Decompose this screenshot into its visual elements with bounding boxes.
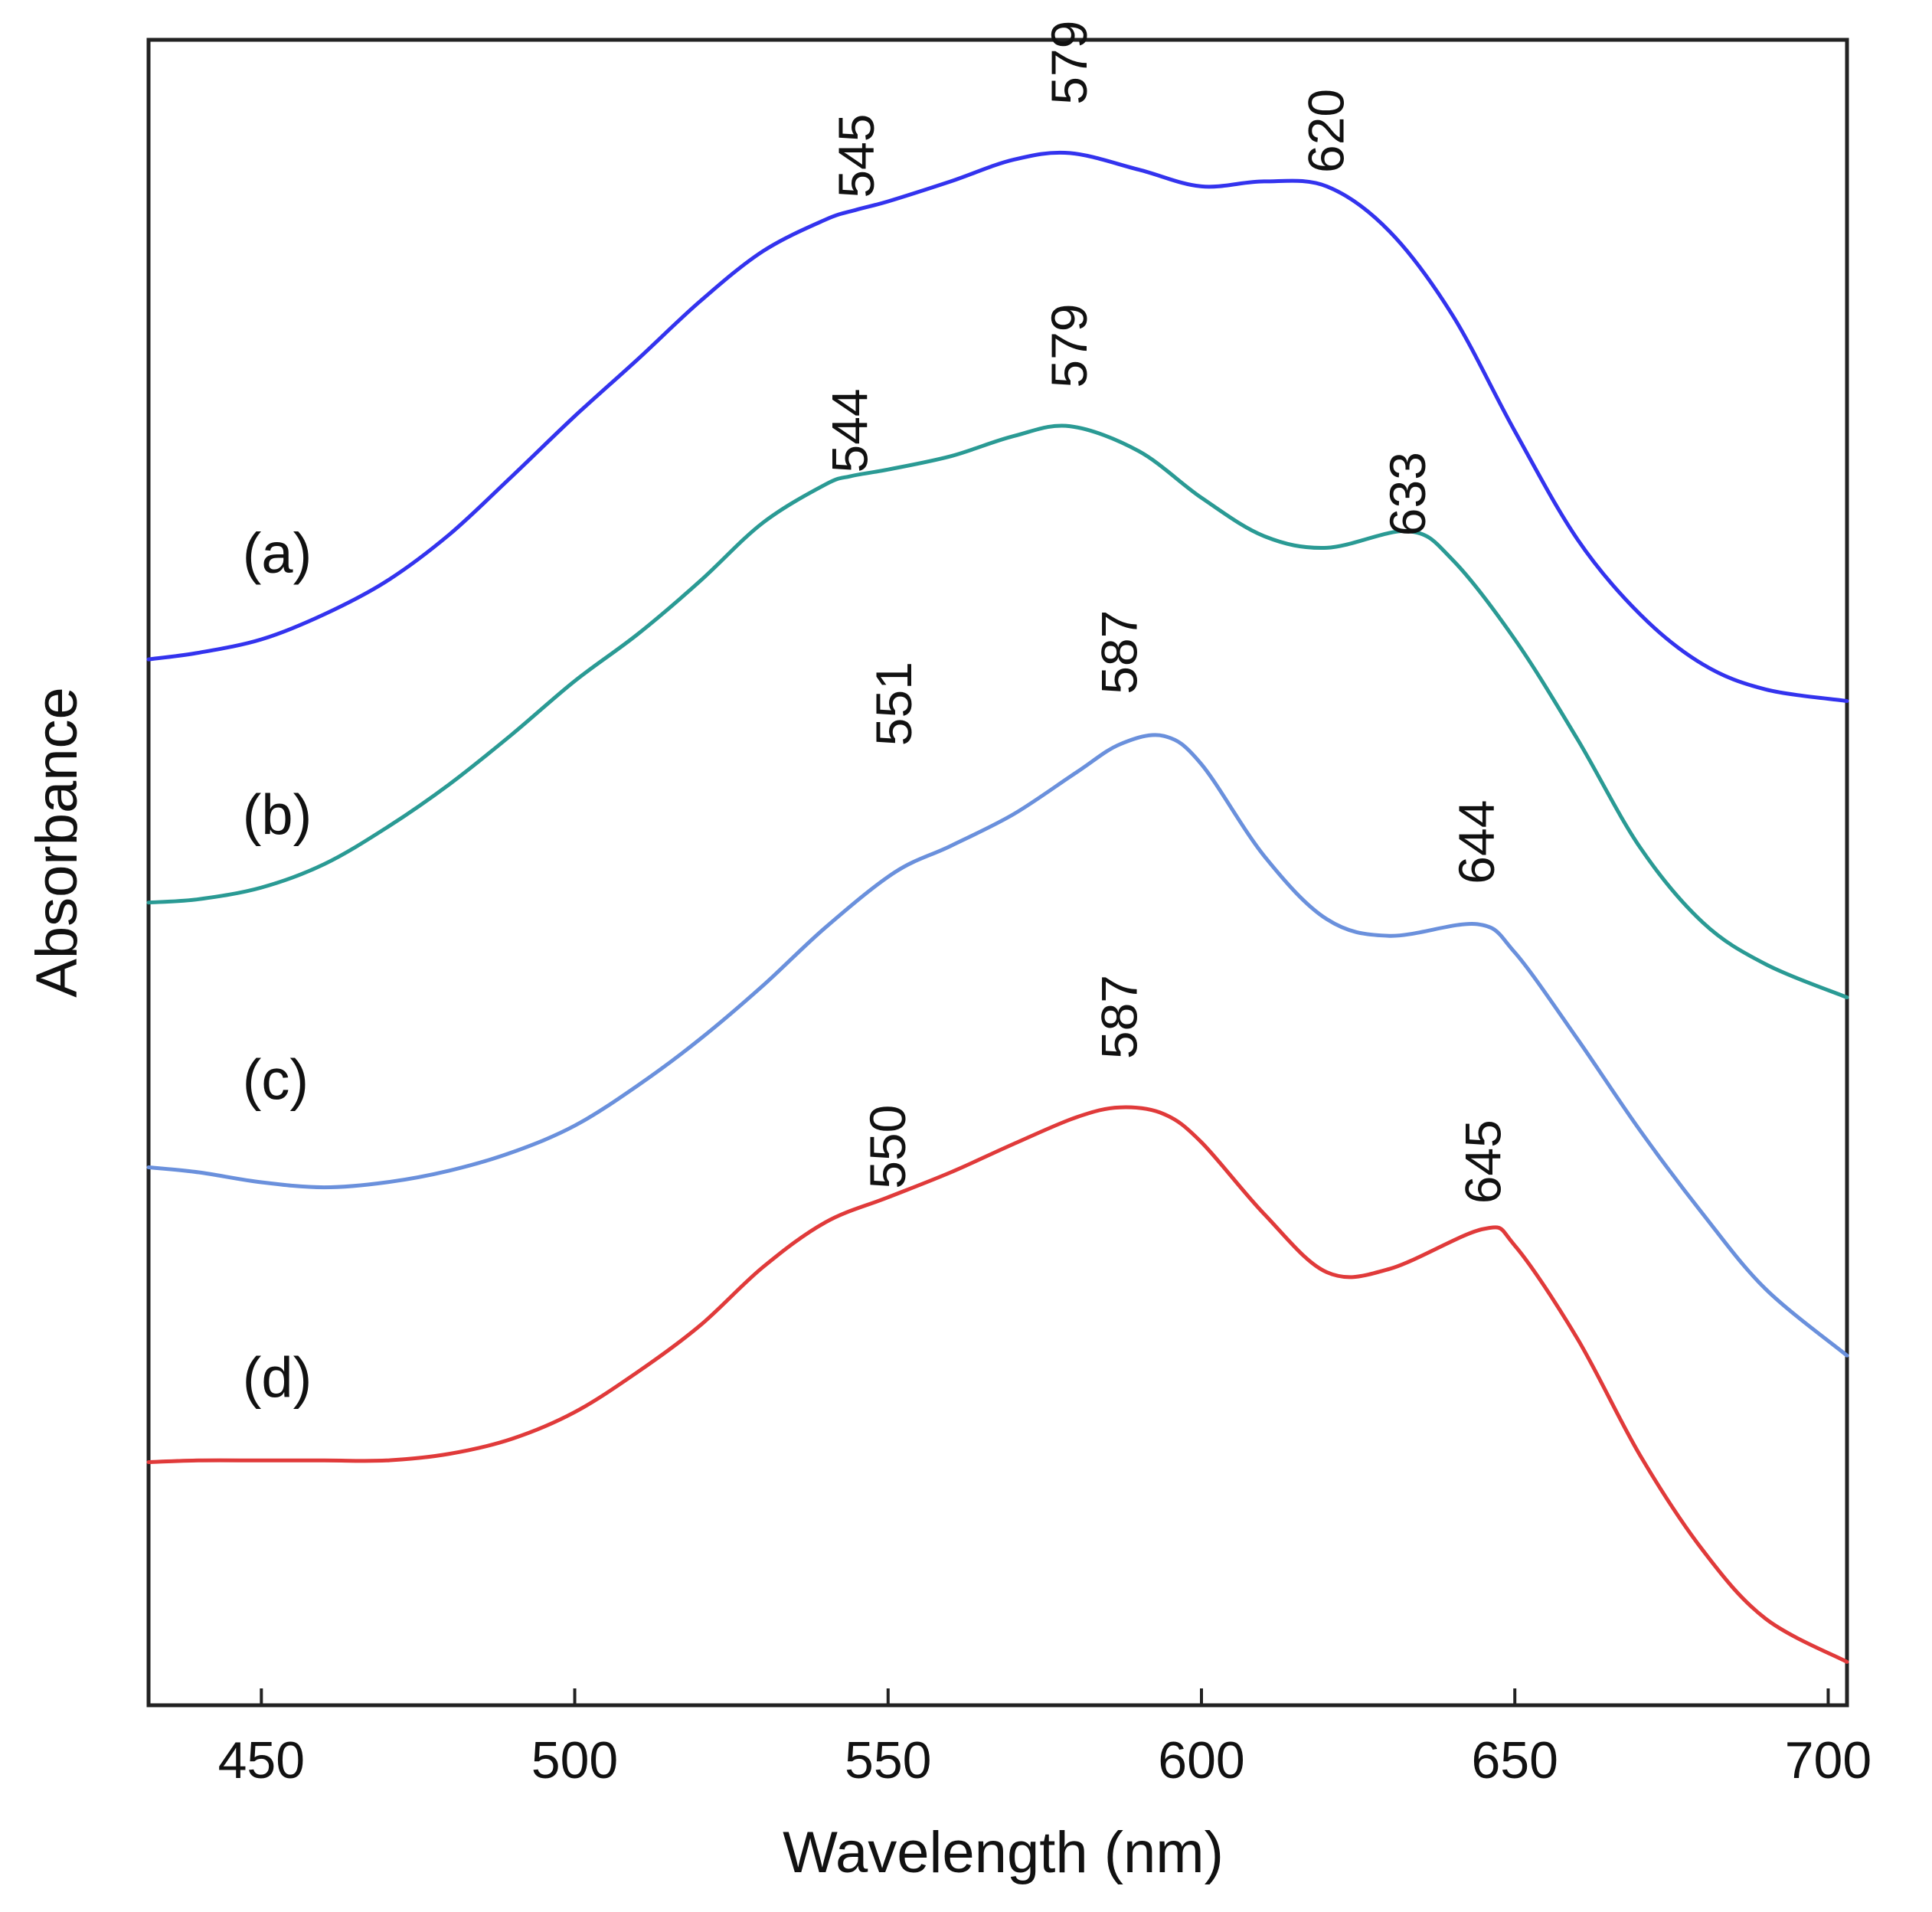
- series-group: [146, 150, 1849, 1664]
- curve-label-c: (c): [243, 1048, 309, 1111]
- curve-label-b: (b): [243, 783, 312, 846]
- plot-frame: [146, 38, 1849, 1708]
- peak-label-b-633: 633: [1379, 452, 1436, 536]
- peak-label-b-579: 579: [1041, 303, 1097, 387]
- peak-label-d-587: 587: [1091, 975, 1148, 1059]
- y-axis-title: Absorbance: [25, 687, 90, 998]
- peak-label-c-644: 644: [1448, 800, 1505, 884]
- x-tick-label-450: 450: [218, 1731, 305, 1789]
- x-tick-label-650: 650: [1471, 1731, 1558, 1789]
- peak-label-c-587: 587: [1091, 610, 1148, 695]
- peak-label-b-544: 544: [822, 388, 878, 472]
- peak-label-d-645: 645: [1454, 1119, 1511, 1204]
- peak-label-group: 545 579 620 544 579 633 551 587 644 550 587 645: [822, 21, 1512, 1204]
- x-tick-label-550: 550: [845, 1731, 931, 1789]
- series-line-a: [146, 150, 1849, 703]
- curve-label-d: (d): [243, 1346, 312, 1410]
- peak-label-d-550: 550: [859, 1105, 916, 1189]
- curve-label-group: (a) (b) (c) (d): [243, 521, 312, 1410]
- peak-label-a-545: 545: [828, 113, 884, 198]
- x-axis-ticks: 450 500 550 600 650 700: [218, 1688, 1872, 1789]
- x-axis-title: Wavelength (nm): [783, 1820, 1224, 1885]
- x-tick-label-500: 500: [531, 1731, 618, 1789]
- series-line-d: [146, 1105, 1849, 1664]
- x-tick-label-700: 700: [1785, 1731, 1872, 1789]
- peak-label-a-620: 620: [1298, 89, 1355, 173]
- x-tick-label-600: 600: [1158, 1731, 1244, 1789]
- peak-label-a-579: 579: [1041, 21, 1097, 105]
- curve-label-a: (a): [243, 521, 312, 585]
- series-line-b: [146, 423, 1849, 1000]
- series-line-c: [146, 733, 1849, 1358]
- peak-label-c-551: 551: [865, 662, 922, 746]
